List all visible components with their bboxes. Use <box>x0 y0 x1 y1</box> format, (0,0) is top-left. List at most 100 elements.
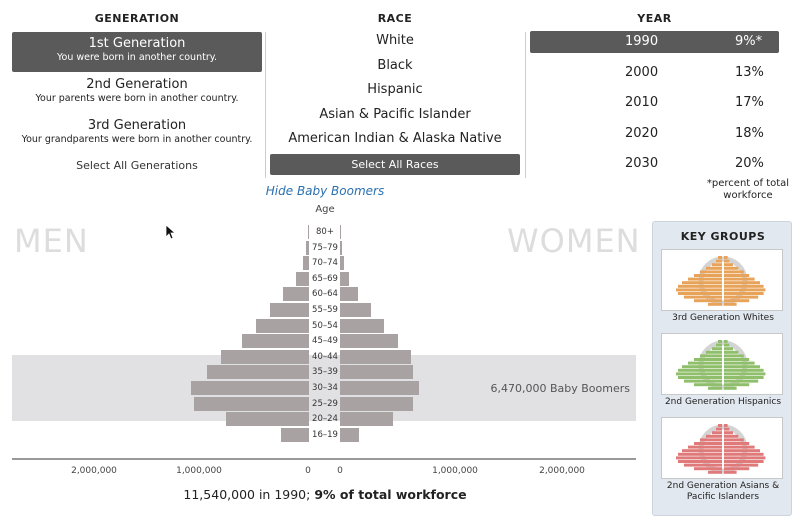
men-bar <box>225 412 309 427</box>
column-divider <box>525 32 526 178</box>
men-label: MEN <box>14 222 89 260</box>
women-bar <box>340 256 345 271</box>
year-percent: 18% <box>735 126 764 141</box>
hide-baby-boomers-link[interactable]: Hide Baby Boomers <box>265 184 385 198</box>
key-group-caption: 3rd Generation Whites <box>672 313 774 323</box>
year-value: 2020 <box>625 126 659 141</box>
select-all-generations-button[interactable]: Select All Generations <box>76 159 198 172</box>
year-row-1990[interactable]: 1990 9%* <box>530 31 779 53</box>
x-tick-label: 2,000,000 <box>71 466 117 476</box>
race-option-asian-pacific-islander[interactable]: Asian & Pacific Islander <box>319 107 471 122</box>
key-group-caption: 2nd Generation Hispanics <box>664 397 782 407</box>
generation-option-title: 1st Generation <box>88 36 186 51</box>
men-bar <box>206 365 309 380</box>
year-heading: YEAR <box>637 12 672 25</box>
key-groups-heading: KEY GROUPS <box>680 230 766 243</box>
women-bar <box>340 427 359 442</box>
key-group-card-2nd-gen-asians[interactable] <box>661 417 783 479</box>
generation-heading: GENERATION <box>94 12 180 25</box>
year-value: 1990 <box>625 34 659 49</box>
men-bar <box>221 349 309 364</box>
year-row-2020[interactable]: 2020 18% <box>530 123 779 145</box>
men-bar <box>270 303 309 317</box>
age-axis-heading: Age <box>315 204 335 215</box>
women-bar <box>340 412 394 427</box>
race-option-black[interactable]: Black <box>377 58 413 73</box>
women-bar <box>340 318 385 333</box>
x-tick-label: 1,000,000 <box>432 466 478 476</box>
x-tick-label: 2,000,000 <box>539 466 585 476</box>
year-percent: 9%* <box>735 34 763 49</box>
x-tick-label: 0 <box>337 466 343 476</box>
mini-pyramid-icon <box>676 424 766 474</box>
baby-boomer-band <box>12 355 636 421</box>
generation-option-subtitle: You were born in another country. <box>56 52 218 63</box>
men-bar <box>303 256 309 271</box>
women-bar <box>340 303 372 317</box>
mouse-cursor-icon <box>165 224 175 240</box>
women-bar <box>340 225 342 239</box>
race-heading: RACE <box>377 12 413 25</box>
key-group-caption: 2nd Generation Asians & Pacific Islander… <box>666 481 780 502</box>
generation-option-1st[interactable]: 1st Generation You were born in another … <box>12 32 262 72</box>
men-bar <box>242 334 309 349</box>
men-bar <box>281 427 309 442</box>
women-bar <box>340 381 419 395</box>
race-option-hispanic[interactable]: Hispanic <box>367 82 423 97</box>
year-value: 2010 <box>625 95 659 110</box>
year-percent: 20% <box>735 156 764 171</box>
generation-option-title: 3rd Generation <box>87 118 187 133</box>
men-bar <box>255 318 309 333</box>
age-group-label: 16–19 <box>312 429 338 440</box>
men-bar <box>295 271 309 286</box>
year-value: 2000 <box>625 65 659 80</box>
baby-boomer-label: 6,470,000 Baby Boomers <box>490 382 631 395</box>
women-bar <box>340 271 349 286</box>
year-percent: 17% <box>735 95 764 110</box>
select-all-races-button[interactable]: Select All Races <box>270 154 520 175</box>
year-row-2030[interactable]: 2030 20% <box>530 153 779 175</box>
age-group-label: 50–54 <box>312 320 338 331</box>
x-tick-label: 1,000,000 <box>176 466 222 476</box>
column-divider <box>265 32 266 178</box>
women-bar <box>340 334 398 349</box>
generation-option-subtitle: Your grandparents were born in another c… <box>21 134 253 145</box>
key-group-card-2nd-gen-hispanics[interactable] <box>661 333 783 395</box>
men-bar <box>307 225 309 239</box>
age-group-label: 80+ <box>316 227 334 237</box>
age-group-label: 75–79 <box>312 242 338 253</box>
generation-option-subtitle: Your parents were born in another countr… <box>35 93 239 104</box>
age-group-label: 40–44 <box>312 351 338 362</box>
women-bar <box>340 240 343 255</box>
year-row-2000[interactable]: 2000 13% <box>530 62 779 84</box>
age-group-label: 20–24 <box>312 414 338 425</box>
year-row-2010[interactable]: 2010 17% <box>530 92 779 114</box>
summary-count: 11,540,000 in 1990; <box>183 487 315 502</box>
summary-percent: 9% of total workforce <box>314 487 467 502</box>
generation-option-2nd[interactable]: 2nd Generation Your parents were born in… <box>12 77 262 109</box>
age-group-label: 55–59 <box>312 305 338 315</box>
men-bar <box>306 240 309 255</box>
generation-option-title: 2nd Generation <box>86 77 188 92</box>
age-group-label: 70–74 <box>312 258 338 269</box>
age-group-label: 45–49 <box>312 336 338 347</box>
x-axis-line <box>12 458 636 460</box>
age-group-label: 30–34 <box>312 383 338 393</box>
mini-pyramid-icon <box>676 256 766 306</box>
age-group-label: 65–69 <box>312 273 338 284</box>
women-label: WOMEN <box>507 222 641 260</box>
year-value: 2030 <box>625 156 659 171</box>
men-bar <box>191 381 309 395</box>
generation-option-3rd[interactable]: 3rd Generation Your grandparents were bo… <box>12 118 262 150</box>
percent-footnote: *percent of total workforce <box>706 178 790 201</box>
race-option-american-indian-alaska-native[interactable]: American Indian & Alaska Native <box>288 131 502 146</box>
men-bar <box>193 396 309 411</box>
age-group-label: 25–29 <box>312 398 338 409</box>
key-group-card-3rd-gen-whites[interactable] <box>661 249 783 311</box>
year-percent: 13% <box>735 65 764 80</box>
key-groups-panel: KEY GROUPS 3rd Generation Whites 2nd Gen… <box>652 221 792 516</box>
women-bar <box>340 287 358 302</box>
age-group-label: 60–64 <box>312 289 338 300</box>
women-bar <box>340 349 412 364</box>
race-option-white[interactable]: White <box>376 33 414 48</box>
